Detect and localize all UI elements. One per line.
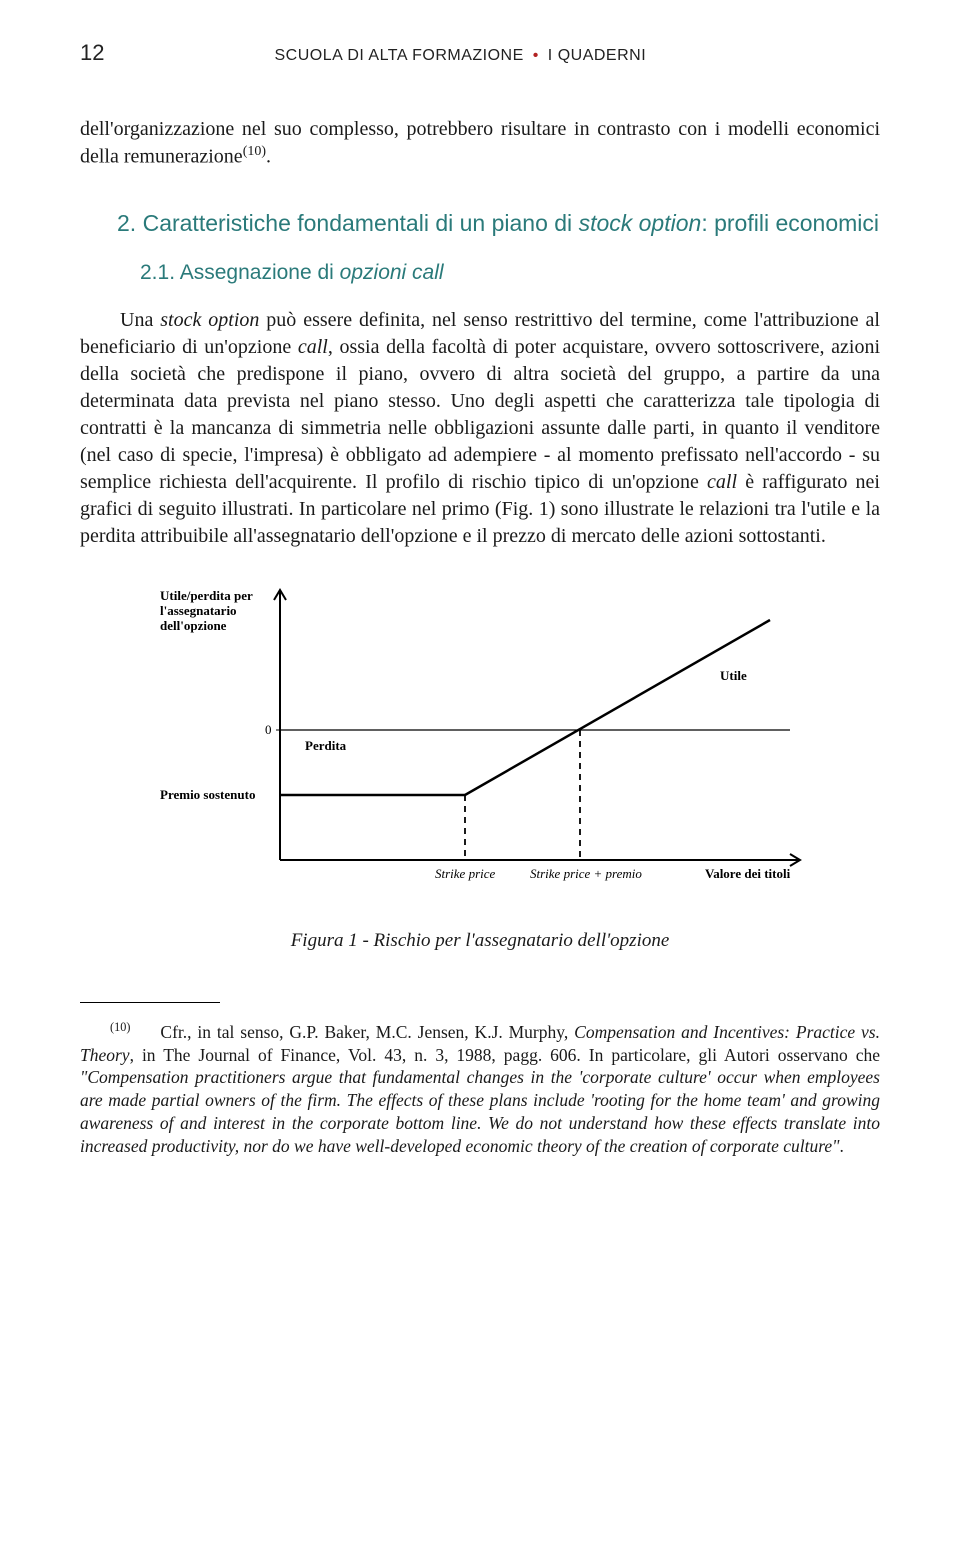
page-number: 12 bbox=[80, 40, 104, 66]
y-label-1: Utile/perdita per bbox=[160, 588, 253, 603]
section-num: 2. bbox=[117, 210, 136, 236]
fn-text-c: . bbox=[839, 1136, 843, 1156]
page: 12 SCUOLA DI ALTA FORMAZIONE • I QUADERN… bbox=[0, 0, 960, 1557]
body-p1-em3: call bbox=[707, 471, 737, 493]
payoff-chart: Utile/perdita per l'assegnatario dell'op… bbox=[150, 570, 810, 920]
intro-sup: (10) bbox=[243, 144, 266, 159]
header-right: I QUADERNI bbox=[548, 47, 646, 64]
subsection-title-a: Assegnazione di bbox=[180, 261, 340, 284]
y-label-2: l'assegnatario bbox=[160, 603, 237, 618]
header-bullet: • bbox=[533, 47, 539, 64]
intro-text-b: . bbox=[266, 146, 271, 168]
x-tick1-label: Strike price bbox=[435, 866, 496, 881]
figure-caption: Figura 1 - Rischio per l'assegnatario de… bbox=[80, 930, 880, 952]
section-title-b: : profili economici bbox=[701, 210, 879, 236]
body-p1-a: Una bbox=[120, 309, 160, 331]
footnote-num: (10) bbox=[110, 1020, 130, 1034]
body-p1-em1: stock option bbox=[160, 309, 259, 331]
perdita-label: Perdita bbox=[305, 738, 347, 753]
y-label-3: dell'opzione bbox=[160, 618, 227, 633]
page-header: 12 SCUOLA DI ALTA FORMAZIONE • I QUADERN… bbox=[80, 40, 880, 66]
intro-paragraph: dell'organizzazione nel suo complesso, p… bbox=[80, 116, 880, 171]
subsection-title-em: opzioni call bbox=[340, 261, 444, 284]
zero-label: 0 bbox=[265, 722, 272, 737]
intro-text-a: dell'organizzazione nel suo complesso, p… bbox=[80, 118, 880, 168]
premio-label: Premio sostenuto bbox=[160, 787, 255, 802]
footnote-rule bbox=[80, 1002, 220, 1003]
header-left: SCUOLA DI ALTA FORMAZIONE bbox=[274, 47, 523, 64]
x-tick2-label: Strike price + premio bbox=[530, 866, 642, 881]
subsection-num: 2.1. bbox=[140, 261, 175, 284]
fn-text-a: Cfr., in tal senso, G.P. Baker, M.C. Jen… bbox=[160, 1022, 574, 1042]
payoff-rise bbox=[465, 620, 770, 795]
header-text: SCUOLA DI ALTA FORMAZIONE • I QUADERNI bbox=[274, 47, 646, 65]
section-heading: 2. Caratteristiche fondamentali di un pi… bbox=[140, 209, 880, 239]
subsection-heading: 2.1. Assegnazione di opzioni call bbox=[140, 261, 880, 285]
body-paragraph-1: Una stock option può essere definita, ne… bbox=[80, 307, 880, 550]
section-title-em: stock option bbox=[579, 210, 702, 236]
body-p1-c: , ossia della facoltà di poter acquistar… bbox=[80, 336, 880, 493]
body-p1-em2: call bbox=[298, 336, 328, 358]
x-axis-label: Valore dei titoli bbox=[705, 866, 791, 881]
chart-svg: Utile/perdita per l'assegnatario dell'op… bbox=[150, 570, 810, 920]
fn-text-b: , in The Journal of Finance, Vol. 43, n.… bbox=[130, 1045, 880, 1065]
section-title-a: Caratteristiche fondamentali di un piano… bbox=[143, 210, 579, 236]
fn-em2: "Compensation practitioners argue that f… bbox=[80, 1067, 880, 1155]
utile-label: Utile bbox=[720, 668, 747, 683]
footnote-10: (10) Cfr., in tal senso, G.P. Baker, M.C.… bbox=[80, 1020, 880, 1157]
